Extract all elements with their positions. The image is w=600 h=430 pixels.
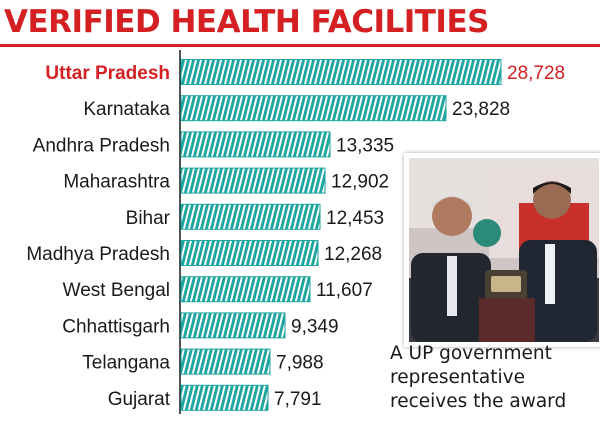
value-label: 9,349 (291, 316, 339, 337)
value-label: 12,453 (326, 208, 384, 229)
value-label: 7,791 (274, 389, 322, 410)
category-label: Chhattisgarh (62, 316, 170, 337)
bar (180, 276, 311, 303)
caption-line: receives the award (390, 391, 567, 412)
bar (180, 384, 269, 411)
category-label: Madhya Pradesh (26, 244, 170, 265)
bar (180, 312, 286, 339)
category-label: West Bengal (63, 280, 170, 301)
value-label: 7,988 (276, 353, 324, 374)
value-label: 13,335 (336, 135, 394, 156)
bar (180, 203, 321, 230)
bar (180, 95, 447, 122)
bar (180, 59, 502, 85)
value-label: 11,607 (316, 280, 373, 301)
page-title: VERIFIED HEALTH FACILITIES (4, 4, 489, 40)
category-label: Uttar Pradesh (45, 63, 170, 84)
category-label: Bihar (126, 208, 171, 229)
bar-chart: Uttar Pradesh Karnataka Andhra Pradesh Maha… (26, 50, 565, 414)
bar (180, 167, 326, 194)
bar (180, 348, 271, 375)
caption-line: A UP government (390, 343, 552, 364)
category-label: Andhra Pradesh (33, 135, 170, 156)
caption-line: representative (390, 367, 525, 388)
category-label: Karnataka (83, 99, 170, 120)
value-label: 28,728 (507, 63, 565, 84)
title-divider (0, 44, 600, 47)
category-label: Maharashtra (63, 172, 170, 193)
bar (180, 240, 319, 266)
value-label: 23,828 (452, 99, 510, 120)
photo-caption: A UP government representative receives … (390, 342, 598, 414)
bar (180, 131, 331, 158)
category-label: Telangana (82, 353, 170, 374)
award-photo (404, 153, 600, 347)
category-label: Gujarat (108, 389, 171, 410)
value-label: 12,268 (324, 244, 382, 265)
value-label: 12,902 (331, 172, 389, 193)
award-photo-icon (409, 158, 599, 342)
